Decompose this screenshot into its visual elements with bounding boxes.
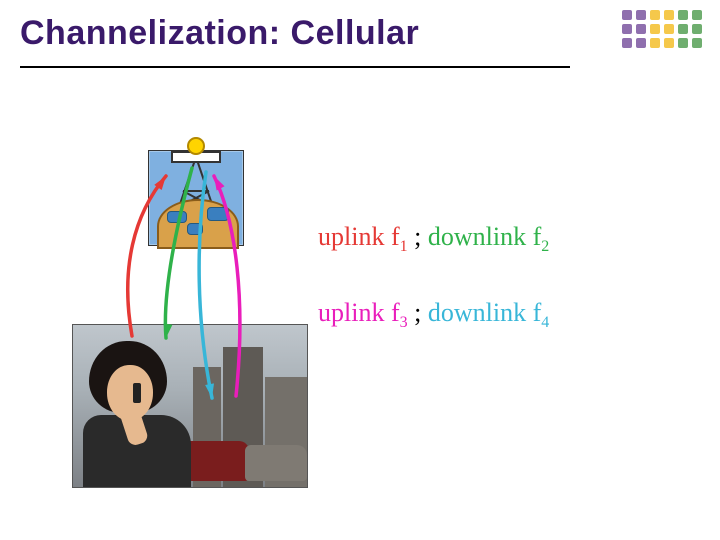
cell-tower-icon	[148, 150, 244, 246]
dot-icon	[664, 10, 674, 20]
subscript: 3	[400, 314, 408, 331]
globe-icon	[157, 199, 239, 249]
dot-icon	[664, 38, 674, 48]
subscript: 1	[400, 238, 408, 255]
dot-icon	[692, 38, 702, 48]
dot-icon	[636, 10, 646, 20]
freq-text-part: uplink f	[318, 222, 400, 251]
dot-icon	[692, 10, 702, 20]
dot-icon	[622, 24, 632, 34]
car-icon	[245, 445, 307, 481]
subscript: 2	[541, 238, 549, 255]
corner-dots-icon	[622, 10, 702, 48]
dot-icon	[692, 24, 702, 34]
dot-icon	[650, 38, 660, 48]
freq-text-part: downlink f	[428, 222, 541, 251]
freq-text-part: ;	[408, 298, 428, 327]
freq-line-2: uplink f3 ; downlink f4	[318, 298, 549, 332]
dot-icon	[622, 10, 632, 20]
dot-icon	[678, 24, 688, 34]
street-photo	[72, 324, 308, 488]
dot-icon	[636, 24, 646, 34]
dot-icon	[622, 38, 632, 48]
freq-text-part: ;	[408, 222, 428, 251]
slide-title: Channelization: Cellular	[20, 14, 419, 53]
subscript: 4	[541, 314, 549, 331]
freq-text-part: downlink f	[428, 298, 541, 327]
person-on-phone-icon	[83, 337, 193, 487]
dot-icon	[650, 10, 660, 20]
freq-line-1: uplink f1 ; downlink f2	[318, 222, 549, 256]
title-underline	[20, 66, 570, 68]
dot-icon	[664, 24, 674, 34]
dot-icon	[650, 24, 660, 34]
dot-icon	[678, 38, 688, 48]
dot-icon	[636, 38, 646, 48]
freq-text-part: uplink f	[318, 298, 400, 327]
dot-icon	[678, 10, 688, 20]
antenna-bulb-icon	[187, 137, 205, 155]
